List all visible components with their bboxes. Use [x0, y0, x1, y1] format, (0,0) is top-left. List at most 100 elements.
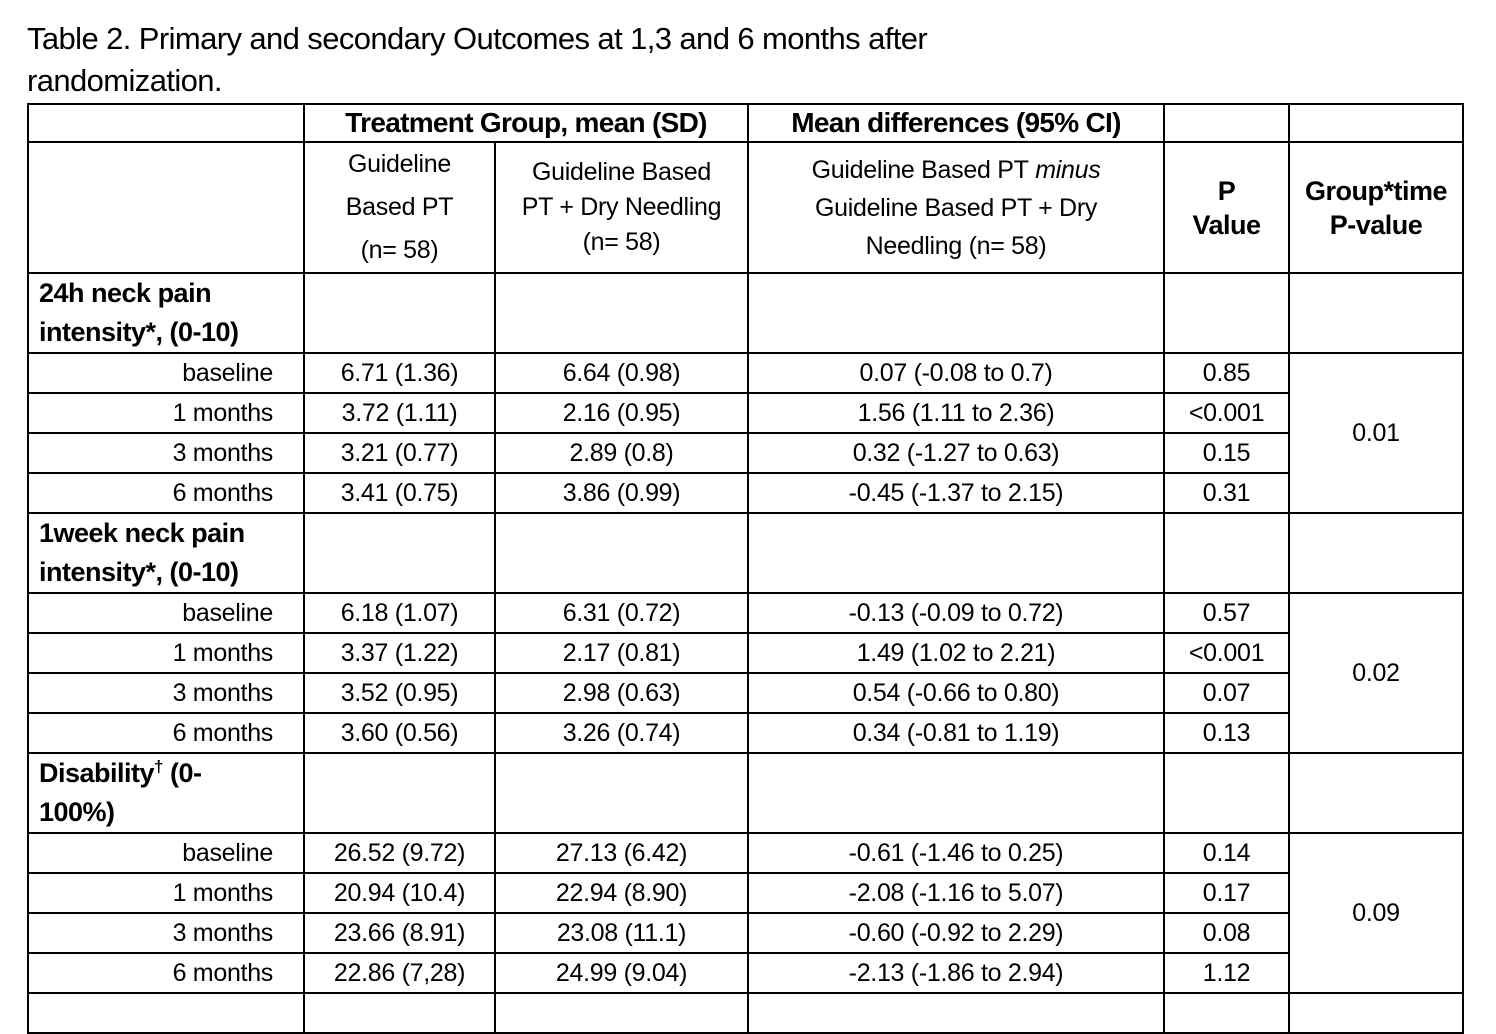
- dry-needling-column-header: Guideline Based PT + Dry Needling (n= 58…: [493, 141, 750, 274]
- time-cell: 1 months: [27, 392, 305, 434]
- time-cell: 6 months: [27, 952, 305, 994]
- empty-cell: [27, 141, 305, 274]
- table-row: 1 months 20.94 (10.4) 22.94 (8.90) -2.08…: [27, 872, 1463, 914]
- table-row: 3 months 23.66 (8.91) 23.08 (11.1) -0.60…: [27, 912, 1463, 954]
- table-caption: Table 2. Primary and secondary Outcomes …: [27, 21, 928, 98]
- empty-cell: [1163, 103, 1291, 143]
- time-cell: 1 months: [27, 872, 305, 914]
- dn-value-cell: 3.86 (0.99): [493, 472, 750, 514]
- empty-cell: [493, 272, 750, 354]
- diff-value-cell: -2.08 (-1.16 to 5.07): [747, 872, 1166, 914]
- pt-value-cell: 6.71 (1.36): [303, 352, 496, 394]
- group-time-column-header: Group*time P-value: [1288, 141, 1465, 274]
- table-row: baseline 26.52 (9.72) 27.13 (6.42) -0.61…: [27, 832, 1465, 994]
- table-row: 6 months 3.41 (0.75) 3.86 (0.99) -0.45 (…: [27, 472, 1463, 514]
- p-value-cell: 0.17: [1163, 872, 1291, 914]
- p-value-cell: 1.12: [1163, 952, 1291, 994]
- empty-cell: [1288, 752, 1465, 834]
- section-label-text: 1week neck pain intensity*, (0-10): [39, 518, 245, 587]
- empty-cell: [1288, 512, 1465, 594]
- empty-cell: [1163, 752, 1291, 834]
- p-value-cell: 0.13: [1163, 712, 1291, 754]
- section-label-1week-neck-pain: 1week neck pain intensity*, (0-10): [27, 512, 305, 594]
- diff-value-cell: -0.60 (-0.92 to 2.29): [747, 912, 1166, 954]
- section-label-text: Disability: [39, 758, 155, 788]
- empty-cell: [1163, 272, 1291, 354]
- pt-value-cell: 26.52 (9.72): [303, 832, 496, 874]
- page: { "caption": "Table 2. Primary and secon…: [27, 21, 1465, 1034]
- diff-value-cell: -0.13 (-0.09 to 0.72): [747, 592, 1166, 634]
- dn-value-cell: 2.98 (0.63): [493, 672, 750, 714]
- empty-cell: [1288, 103, 1465, 143]
- difference-header-minus: minus: [1028, 155, 1101, 184]
- time-cell: 1 months: [27, 632, 305, 674]
- difference-column-header: Guideline Based PT minus Guideline Based…: [747, 141, 1166, 274]
- pt-value-cell: 3.60 (0.56): [303, 712, 496, 754]
- empty-cell: [1163, 512, 1291, 594]
- p-value-cell: 0.14: [1163, 832, 1291, 874]
- section-label-24h-neck-pain: 24h neck pain intensity*, (0-10): [27, 272, 305, 354]
- mean-differences-header: Mean differences (95% CI): [747, 103, 1166, 143]
- p-value-cell: <0.001: [1163, 632, 1291, 674]
- p-value-cell: 0.31: [1163, 472, 1291, 514]
- diff-value-cell: 0.34 (-0.81 to 1.19): [747, 712, 1166, 754]
- dn-value-cell: 6.31 (0.72): [493, 592, 750, 634]
- empty-cell: [303, 272, 496, 354]
- header-row-2: Guideline Based PT (n= 58) Guideline Bas…: [27, 141, 1465, 274]
- empty-cell: [493, 992, 750, 1034]
- time-cell: baseline: [27, 352, 305, 394]
- time-cell: 6 months: [27, 712, 305, 754]
- section-label-disability: Disability† (0- 100%): [27, 752, 305, 834]
- pt-value-cell: 3.52 (0.95): [303, 672, 496, 714]
- diff-value-cell: 0.54 (-0.66 to 0.80): [747, 672, 1166, 714]
- p-value-cell: 0.85: [1163, 352, 1291, 394]
- p-value-cell: 0.07: [1163, 672, 1291, 714]
- difference-header-text-2: Guideline Based PT + Dry Needling (n= 58…: [814, 193, 1098, 260]
- treatment-group-header: Treatment Group, mean (SD): [302, 103, 750, 143]
- section-header-row: Disability† (0- 100%): [27, 752, 1465, 834]
- empty-cell: [493, 752, 750, 834]
- p-value-cell: 0.15: [1163, 432, 1291, 474]
- empty-cell: [1288, 992, 1465, 1034]
- table-row: baseline 6.18 (1.07) 6.31 (0.72) -0.13 (…: [27, 592, 1465, 754]
- table-row: 6 months 22.86 (7,28) 24.99 (9.04) -2.13…: [27, 952, 1463, 994]
- diff-value-cell: -0.61 (-1.46 to 0.25): [747, 832, 1166, 874]
- table-row: 6 months 3.60 (0.56) 3.26 (0.74) 0.34 (-…: [27, 712, 1463, 754]
- clipped-partial-row: [27, 992, 1465, 1034]
- diff-value-cell: -0.45 (-1.37 to 2.15): [747, 472, 1166, 514]
- group-time-p-cell: 0.02: [1288, 592, 1465, 754]
- p-value-cell: 0.57: [1163, 592, 1291, 634]
- diff-value-cell: 0.32 (-1.27 to 0.63): [747, 432, 1166, 474]
- empty-cell: [747, 752, 1166, 834]
- diff-value-cell: 1.49 (1.02 to 2.21): [747, 632, 1166, 674]
- empty-cell: [27, 103, 305, 143]
- time-cell: 3 months: [27, 432, 305, 474]
- p-value-cell: <0.001: [1163, 392, 1291, 434]
- dn-value-cell: 6.64 (0.98): [493, 352, 750, 394]
- group-time-p-cell: 0.01: [1288, 352, 1465, 514]
- table-row: 3 months 3.21 (0.77) 2.89 (0.8) 0.32 (-1…: [27, 432, 1463, 474]
- p-value-cell: 0.08: [1163, 912, 1291, 954]
- empty-cell: [1288, 272, 1465, 354]
- pt-value-cell: 3.21 (0.77): [303, 432, 496, 474]
- dn-value-cell: 3.26 (0.74): [493, 712, 750, 754]
- section-header-row: 1week neck pain intensity*, (0-10): [27, 512, 1465, 594]
- empty-cell: [27, 992, 305, 1034]
- pt-value-cell: 22.86 (7,28): [303, 952, 496, 994]
- table-row: 1 months 3.72 (1.11) 2.16 (0.95) 1.56 (1…: [27, 392, 1463, 434]
- dn-value-cell: 2.17 (0.81): [493, 632, 750, 674]
- dn-value-cell: 2.89 (0.8): [493, 432, 750, 474]
- section-label-text-2: (0- 100%): [39, 758, 202, 827]
- table-row: 3 months 3.52 (0.95) 2.98 (0.63) 0.54 (-…: [27, 672, 1463, 714]
- time-cell: 3 months: [27, 912, 305, 954]
- outcomes-table: Treatment Group, mean (SD) Mean differen…: [27, 103, 1465, 1034]
- pt-value-cell: 3.72 (1.11): [303, 392, 496, 434]
- pt-value-cell: 20.94 (10.4): [303, 872, 496, 914]
- header-row-1: Treatment Group, mean (SD) Mean differen…: [27, 103, 1465, 143]
- dn-value-cell: 22.94 (8.90): [493, 872, 750, 914]
- time-cell: 3 months: [27, 672, 305, 714]
- empty-cell: [493, 512, 750, 594]
- empty-cell: [303, 512, 496, 594]
- table-row: 1 months 3.37 (1.22) 2.17 (0.81) 1.49 (1…: [27, 632, 1463, 674]
- section-header-row: 24h neck pain intensity*, (0-10): [27, 272, 1465, 354]
